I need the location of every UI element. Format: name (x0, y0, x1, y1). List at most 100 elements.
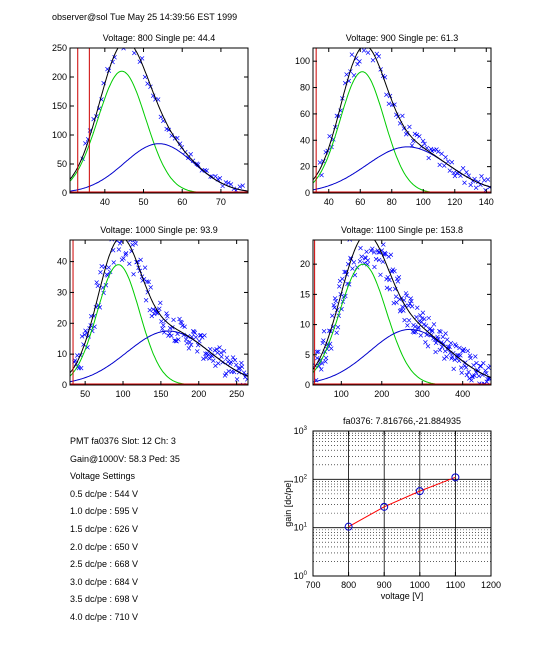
data-point (228, 359, 234, 365)
setting-6: 3.5 dc/pe : 698 V (70, 594, 139, 605)
data-point (376, 257, 382, 263)
x-tick-label: 60 (177, 197, 187, 207)
data-point (211, 358, 216, 363)
data-point (167, 331, 172, 336)
y-tick-label: 80 (300, 83, 310, 93)
data-point (213, 174, 218, 179)
data-point (400, 113, 405, 119)
data-point (134, 44, 138, 48)
plot-area (313, 431, 491, 576)
data-point (237, 184, 243, 189)
y-tick-label: 15 (300, 289, 310, 299)
data-point (439, 151, 444, 156)
data-point (440, 334, 446, 340)
gauss-2pe-curve (70, 143, 248, 192)
data-point (228, 182, 234, 187)
data-point (349, 52, 355, 57)
pmt-info-block: PMT fa0376 Slot: 12 Ch: 3 Gain@1000V: 58… (70, 433, 180, 627)
data-point (368, 248, 374, 254)
data-point (406, 303, 411, 308)
plot-frame (312, 430, 492, 577)
data-point (426, 155, 431, 161)
y-tick-label: 10 (300, 320, 310, 330)
data-point (469, 378, 474, 383)
setting-4: 2.5 dc/pe : 668 V (70, 559, 139, 570)
data-point (387, 277, 392, 283)
data-point (127, 261, 132, 267)
data-point (118, 240, 124, 244)
total-fit-curve (313, 240, 491, 378)
x-tick-label: 1000 (410, 580, 430, 590)
data-point (420, 310, 426, 315)
data-point (183, 337, 189, 342)
data-point (485, 177, 491, 182)
data-point (426, 315, 432, 321)
data-point (359, 254, 364, 259)
y-tick-label: 0 (62, 380, 67, 390)
data-point (314, 349, 320, 355)
setting-3: 2.0 dc/pe : 650 V (70, 541, 139, 552)
gauss-1pe-curve (313, 263, 491, 385)
data-point (95, 283, 101, 289)
data-point (94, 280, 99, 285)
plot-area (70, 240, 248, 385)
data-point (443, 155, 448, 160)
data-point (373, 217, 377, 221)
data-point (138, 257, 143, 263)
data-point (466, 369, 471, 375)
data-point (407, 124, 412, 130)
data-point (216, 361, 221, 366)
data-point (147, 307, 153, 313)
data-point (384, 285, 390, 291)
data-point (165, 313, 170, 319)
data-point (78, 365, 84, 371)
data-point (365, 50, 371, 55)
data-point (132, 240, 137, 243)
y-tick-label: 100 (295, 56, 310, 66)
data-point (333, 298, 339, 304)
x-tick-label: 50 (139, 197, 149, 207)
data-point (482, 178, 487, 183)
data-point (169, 333, 174, 339)
data-point (226, 180, 231, 186)
data-point (416, 324, 421, 330)
x-tick-label: 70 (216, 197, 226, 207)
gain-fit-line (348, 476, 456, 528)
data-point (458, 353, 463, 358)
data-point (468, 355, 473, 361)
data-point (365, 258, 371, 263)
data-point (351, 73, 357, 78)
data-point (479, 173, 484, 179)
x-tick-label: 300 (415, 389, 430, 399)
data-point (371, 219, 375, 223)
data-point (123, 252, 128, 257)
data-point (439, 340, 444, 345)
data-point (459, 370, 464, 375)
data-point (391, 300, 397, 306)
plot-frame (69, 239, 249, 386)
data-point (317, 160, 323, 165)
data-point (404, 130, 410, 136)
chart-title: Voltage: 1000 Single pe: 93.9 (100, 225, 218, 235)
data-point (177, 141, 183, 146)
data-point (193, 334, 199, 340)
data-point (356, 235, 360, 239)
y-tick-label: 10 (57, 349, 67, 359)
data-point (239, 364, 245, 369)
data-point (481, 360, 486, 366)
y-tick-label: 20 (300, 259, 310, 269)
y-tick-label: 0 (62, 188, 67, 198)
data-point (232, 357, 238, 363)
data-point (239, 360, 244, 366)
data-point (230, 355, 236, 360)
data-point (219, 354, 224, 360)
data-point (116, 247, 122, 252)
data-point (160, 326, 165, 331)
x-tick-label: 1200 (481, 580, 501, 590)
data-point (158, 300, 163, 306)
data-point (184, 340, 190, 346)
data-point (356, 236, 360, 240)
x-tick-label: 1100 (446, 580, 465, 590)
x-tick-label: 400 (455, 389, 470, 399)
